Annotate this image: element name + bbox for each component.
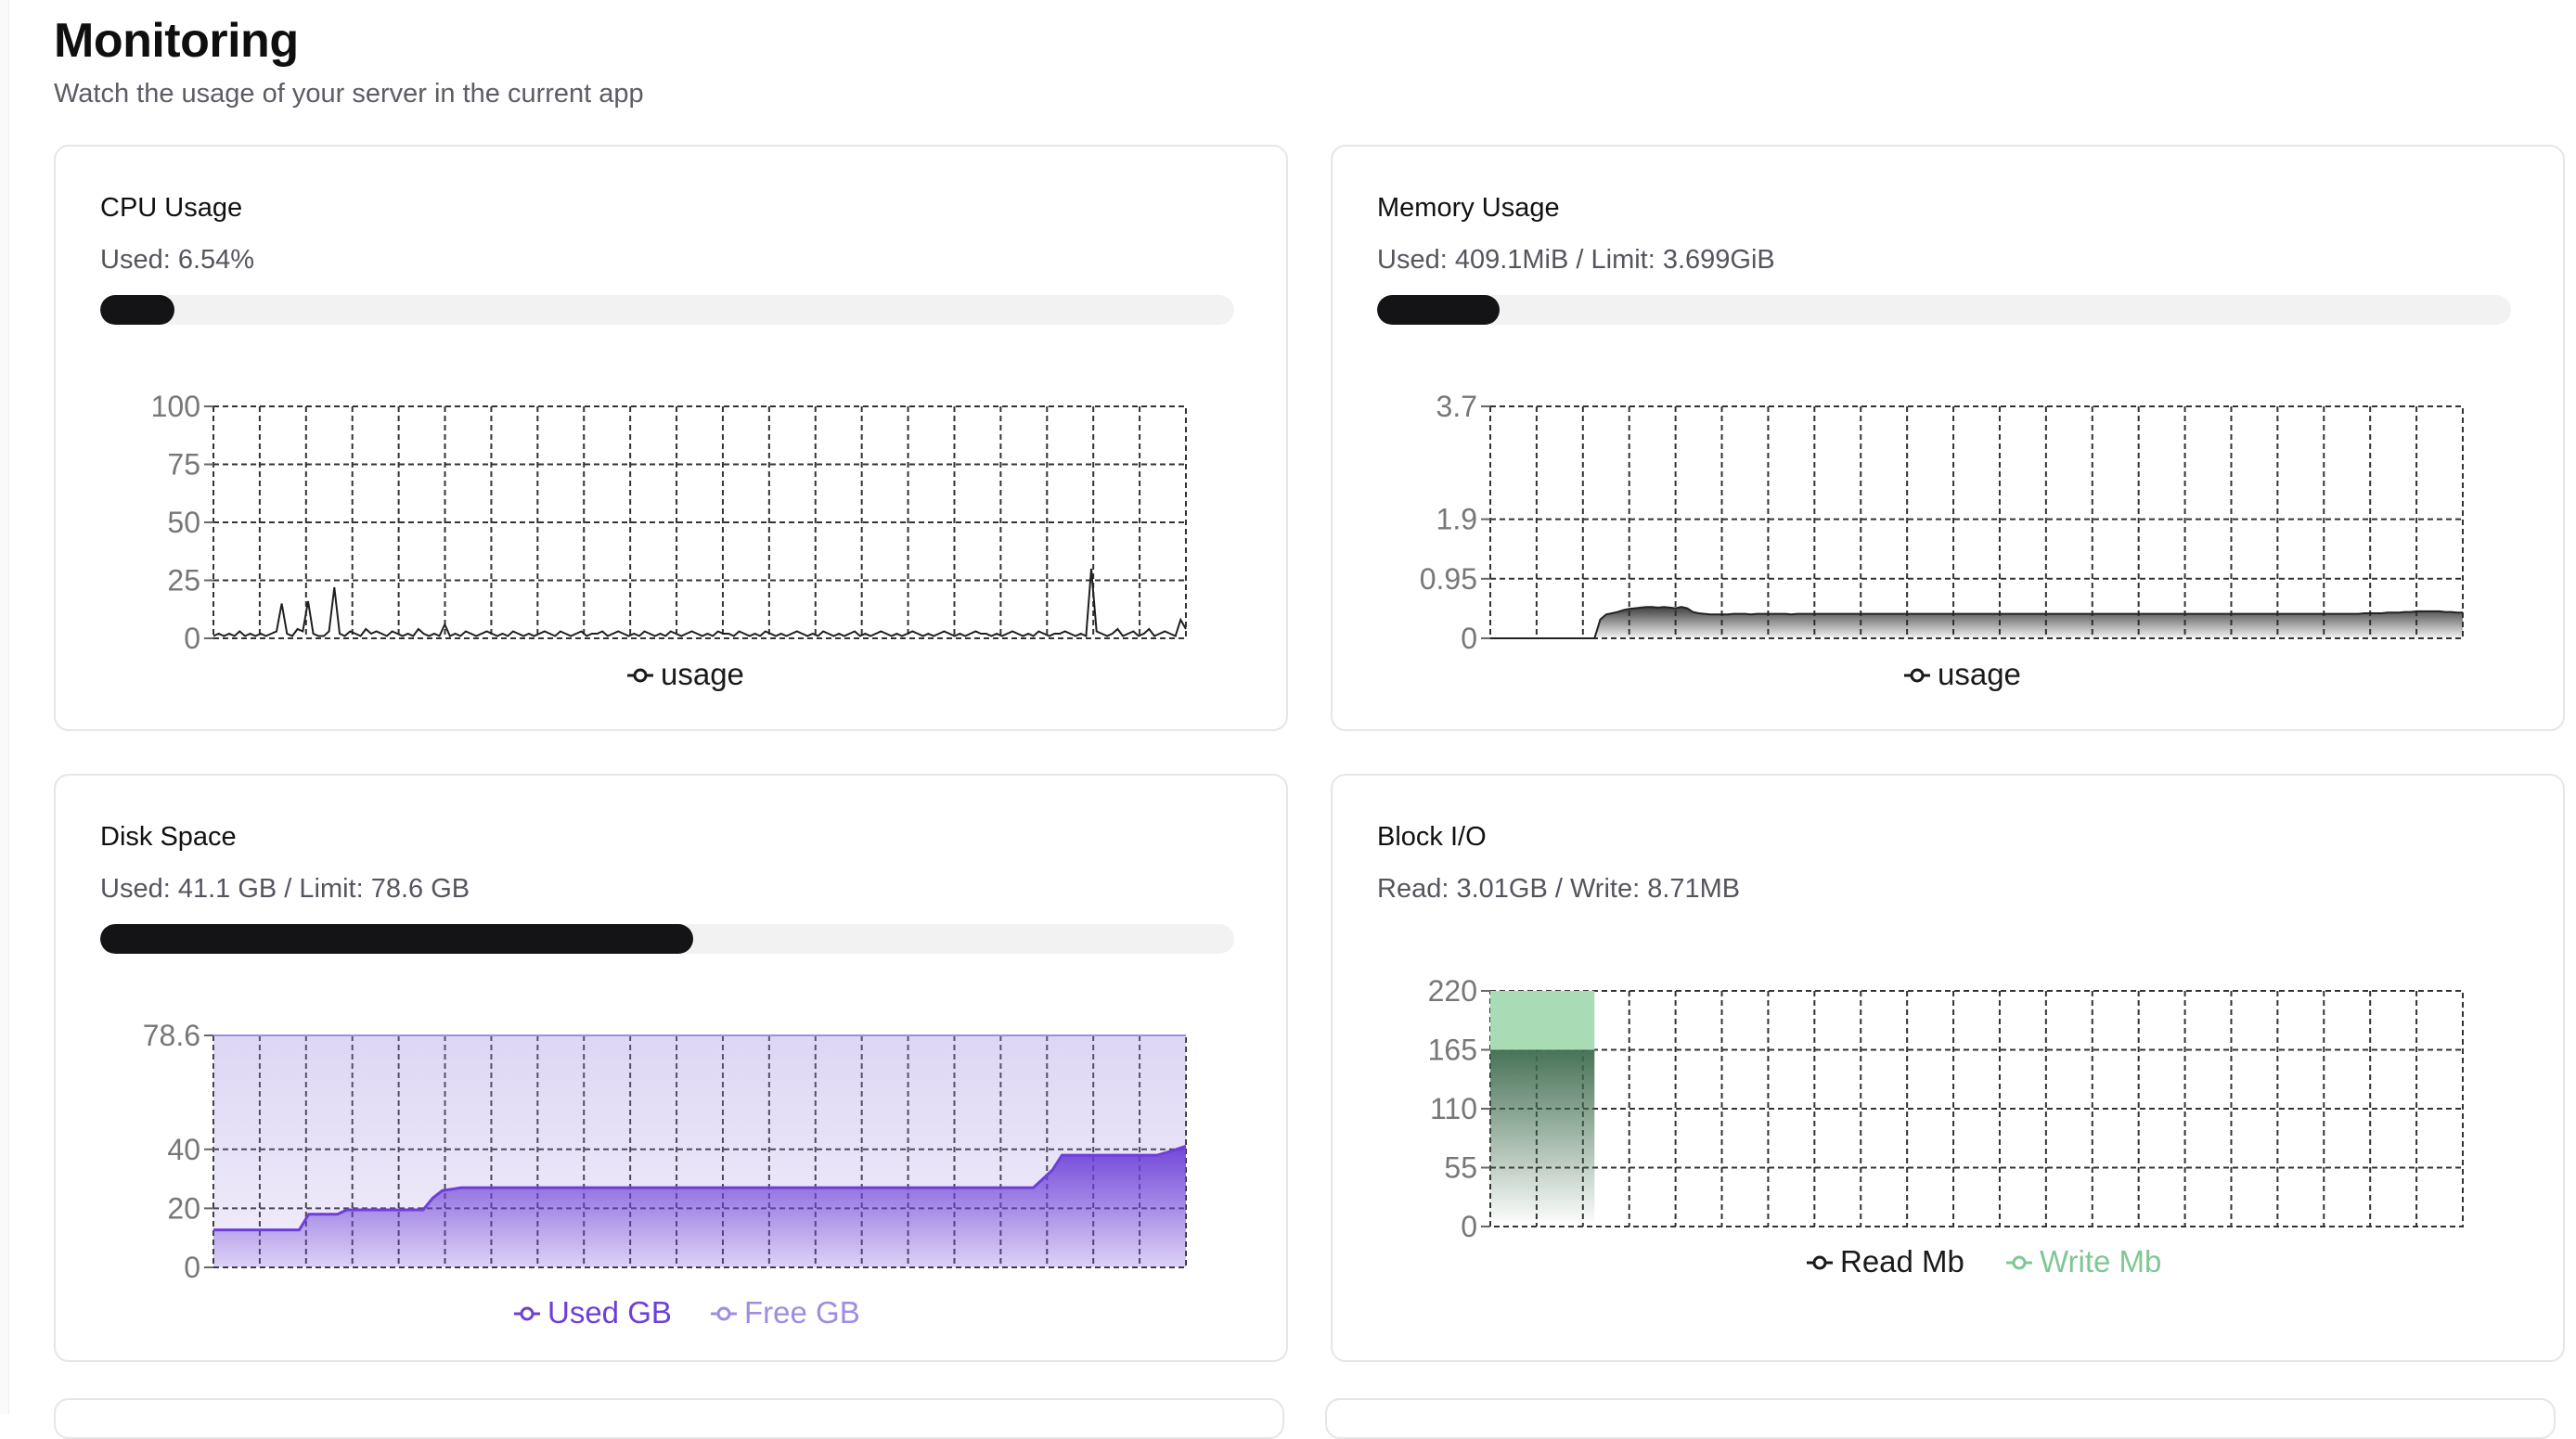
legend-marker-dot (633, 668, 648, 683)
y-tick-label: 165 (1428, 1034, 1477, 1067)
y-tick-label: 220 (1428, 974, 1477, 1008)
disk-progress-bar (100, 924, 1234, 954)
disk-space-card: Disk Space Used: 41.1 GB / Limit: 78.6 G… (54, 774, 1288, 1362)
page-subtitle: Watch the usage of your server in the cu… (54, 79, 644, 109)
disk-space-chart: 78.6 40 20 0 Used GB Free GB (143, 1019, 1187, 1330)
legend-label: usage (661, 657, 744, 691)
legend-marker-dot (1910, 668, 1925, 683)
y-tick-label: 50 (167, 506, 200, 539)
legend-marker-dot (520, 1306, 535, 1321)
y-tick-label: 40 (167, 1133, 200, 1166)
card-title: Disk Space (100, 822, 237, 852)
legend-label: Write Mb (2040, 1244, 2161, 1278)
y-tick-label: 55 (1444, 1151, 1477, 1185)
used-gb-area (213, 1146, 1186, 1267)
y-tick-label: 25 (167, 564, 200, 597)
y-tick-label: 100 (151, 390, 200, 423)
plot-border (1489, 990, 2464, 1227)
card-title: Memory Usage (1377, 193, 1560, 223)
cpu-progress-bar (100, 295, 1234, 325)
read-mb-area (1490, 1049, 1595, 1227)
memory-usage-chart: 3.7 1.9 0.95 0 usage (1420, 390, 2464, 691)
next-card-partial (1325, 1398, 2556, 1439)
legend-label: Used GB (547, 1295, 672, 1330)
block-io-chart: 220 165 110 55 0 Read Mb Write Mb (1428, 974, 2464, 1278)
used-gb-line (213, 1144, 1187, 1232)
cpu-used-stat: Used: 6.54% (100, 245, 255, 275)
memory-progress-fill (1377, 295, 1500, 325)
sidebar-edge (0, 0, 9, 1414)
memory-progress-bar (1377, 295, 2511, 325)
disk-progress-fill (100, 924, 694, 954)
y-tick-label: 110 (1430, 1092, 1477, 1125)
cpu-usage-chart: 100 75 50 25 0 usage (151, 390, 1187, 691)
y-tick-label: 0 (184, 1251, 200, 1284)
memory-usage-card: Memory Usage Used: 409.1MiB / Limit: 3.6… (1331, 145, 2565, 731)
legend-label: Free GB (744, 1295, 860, 1330)
legend-marker-dot (2012, 1255, 2027, 1270)
memory-usage-area (1490, 607, 2463, 638)
disk-used-stat: Used: 41.1 GB / Limit: 78.6 GB (100, 874, 470, 904)
legend-label: Read Mb (1840, 1244, 1964, 1278)
cpu-progress-fill (100, 295, 174, 325)
y-tick-label: 0 (184, 622, 200, 655)
write-mb-area (1490, 991, 1595, 1050)
memory-usage-line (1490, 606, 2463, 639)
y-tick-label: 0 (1461, 622, 1477, 655)
plot-border (1489, 405, 2464, 639)
cpu-usage-card: CPU Usage Used: 6.54% 100 75 50 25 0 usage (54, 145, 1288, 731)
y-tick-label: 75 (167, 448, 200, 482)
y-tick-label: 0.95 (1420, 562, 1477, 596)
memory-used-stat: Used: 409.1MiB / Limit: 3.699GiB (1377, 245, 1775, 275)
block-io-stat: Read: 3.01GB / Write: 8.71MB (1377, 874, 1741, 904)
y-tick-label: 0 (1461, 1210, 1477, 1243)
next-card-partial (54, 1398, 1284, 1439)
legend-marker-dot (1812, 1255, 1827, 1270)
card-title: Block I/O (1377, 822, 1487, 852)
y-tick-label: 78.6 (143, 1019, 200, 1052)
legend-label: usage (1938, 657, 2021, 691)
card-title: CPU Usage (100, 193, 243, 223)
y-tick-label: 20 (167, 1191, 200, 1225)
cpu-usage-line (213, 568, 1187, 637)
y-tick-label: 1.9 (1436, 503, 1477, 536)
legend-marker-dot (716, 1306, 731, 1321)
page-title: Monitoring (54, 14, 299, 68)
block-io-card: Block I/O Read: 3.01GB / Write: 8.71MB 2… (1331, 774, 2565, 1362)
y-tick-label: 3.7 (1436, 390, 1477, 423)
